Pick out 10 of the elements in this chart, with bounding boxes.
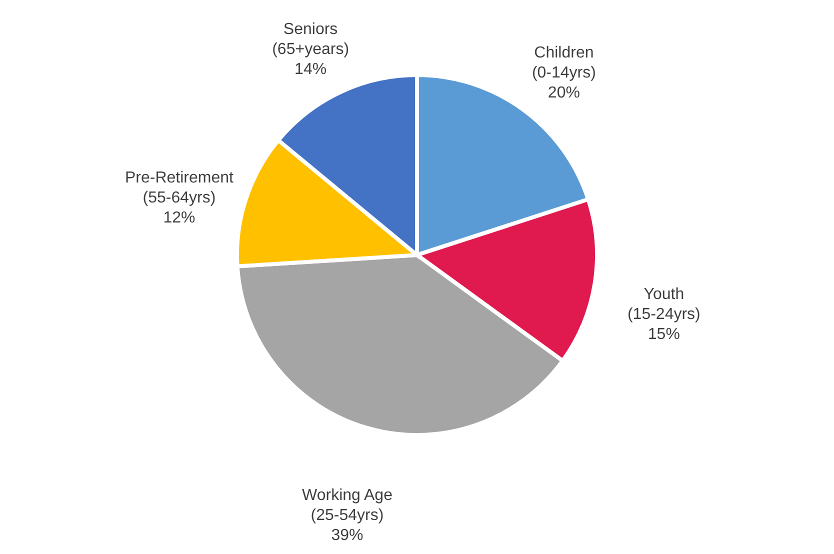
data-label: 15% [648, 326, 680, 344]
slice-label: Seniors (65+years) [272, 20, 350, 58]
data-label: 20% [548, 84, 580, 102]
data-label: 14% [294, 60, 327, 78]
data-label: 12% [163, 210, 196, 227]
data-label: 39% [331, 527, 364, 544]
slice-label: Working Age (25-54yrs) [302, 487, 393, 524]
slice-label: Pre-Retirement (55-64yrs) [124, 170, 234, 207]
slice-label: Children (0-14yrs) [532, 44, 596, 82]
slice-label: Youth (15-24yrs) [627, 286, 700, 324]
